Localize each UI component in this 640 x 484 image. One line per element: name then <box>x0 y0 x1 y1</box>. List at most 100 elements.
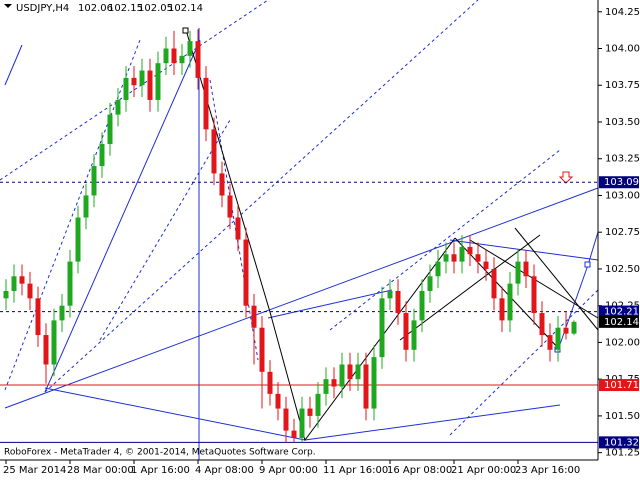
last-low: 102.05 <box>138 3 173 14</box>
candle-body <box>483 261 489 269</box>
candle-body <box>427 276 433 291</box>
symbol-title: USDJPY,H4 <box>16 3 69 14</box>
candle-body <box>491 268 497 299</box>
candle-body <box>251 305 257 328</box>
price-level-box <box>599 305 639 318</box>
candle-body <box>563 327 569 334</box>
candle-body <box>115 99 121 115</box>
y-tick-label: 104.25 <box>605 7 640 18</box>
candle-body <box>259 327 265 372</box>
candle-body <box>27 283 33 299</box>
candle-body <box>403 313 409 350</box>
candle-body <box>123 77 129 100</box>
candle-body <box>379 298 385 358</box>
levels <box>0 181 598 443</box>
y-tick-label: 101.25 <box>605 448 640 459</box>
candle-body <box>75 217 81 262</box>
wave-line <box>399 234 541 341</box>
candle-body <box>515 261 521 284</box>
candle-body <box>299 408 305 438</box>
candle-body <box>163 48 169 64</box>
candle-body <box>19 276 25 284</box>
x-tick-label: 4 Apr 08:00 <box>195 465 254 476</box>
candle-body <box>3 290 9 299</box>
candle-body <box>339 364 345 387</box>
candle-body <box>451 254 457 262</box>
candle-body <box>43 335 49 365</box>
axes: 104.25 104.00 103.75 103.50 103.25 103.00 102.… <box>3 7 640 476</box>
candle-body <box>347 364 353 380</box>
channel-line <box>329 149 561 331</box>
candle-body <box>35 298 41 336</box>
trend-line <box>304 404 561 441</box>
candle-body <box>67 261 73 306</box>
x-tick-label: 11 Apr 16:00 <box>323 465 388 476</box>
candle-body <box>99 144 105 167</box>
candle-body <box>419 290 425 321</box>
candle-body <box>355 364 361 380</box>
price-level-label: 102.14 <box>604 317 639 328</box>
candle-body <box>331 379 337 387</box>
y-tick-label: 102.00 <box>605 337 640 348</box>
x-tick-label: 25 Mar 2014 <box>3 465 66 476</box>
candle-body <box>507 283 513 321</box>
candle-body <box>267 371 273 394</box>
candle-body <box>139 70 145 86</box>
candle-body <box>131 77 137 86</box>
price-level-box <box>599 436 639 449</box>
candle-body <box>363 364 369 409</box>
candle-body <box>291 430 297 438</box>
y-tick-label: 102.75 <box>605 227 640 238</box>
copyright-footer: RoboForex - MetaTrader 4, © 2001-2014, M… <box>4 448 316 458</box>
candle-body <box>499 298 505 321</box>
candle-body <box>459 246 465 262</box>
candle-body <box>243 239 249 306</box>
candle-body <box>51 320 57 365</box>
candle-body <box>323 379 329 394</box>
candle-body <box>155 63 161 100</box>
candle-body <box>227 195 233 218</box>
candle-body <box>555 327 561 350</box>
point-marker <box>584 261 591 268</box>
x-tick-label: 28 Mar 00:00 <box>67 465 134 476</box>
header: USDJPY,H4 102.06 102.15 102.05 102.14 <box>4 3 203 14</box>
last-close: 102.14 <box>168 3 203 14</box>
channel-line <box>44 0 479 393</box>
wave-line <box>514 227 599 331</box>
candle-body <box>91 166 97 196</box>
candle-body <box>539 313 545 336</box>
trend-line <box>4 44 23 86</box>
y-tick-label: 103.50 <box>605 117 640 128</box>
down-arrow-icon <box>558 171 574 184</box>
trend-line <box>44 39 201 393</box>
x-tick-label: 23 Apr 16:00 <box>515 465 580 476</box>
channel-line <box>449 289 599 436</box>
price-level-label: 101.71 <box>604 380 639 391</box>
candle-body <box>467 246 473 255</box>
candle-body <box>395 290 401 314</box>
x-tick-label: 21 Apr 00:00 <box>451 465 516 476</box>
y-tick-label: 101.50 <box>605 411 640 422</box>
candle-body <box>219 173 225 196</box>
trend-line <box>267 289 393 319</box>
trend-line <box>44 387 306 441</box>
candle-body <box>179 55 185 64</box>
candle-body <box>147 70 153 100</box>
y-tick-label: 103.75 <box>605 80 640 91</box>
price-level-label: 102.21 <box>604 307 639 318</box>
price-level-label: 103.09 <box>604 177 639 188</box>
candle-body <box>411 320 417 350</box>
candles <box>3 29 577 443</box>
price-level-label: 101.32 <box>604 437 639 448</box>
candle-body <box>187 41 193 56</box>
last-open: 102.06 <box>78 3 113 14</box>
channel-line <box>99 119 231 341</box>
y-tick-label: 103.25 <box>605 154 640 165</box>
price-level-box <box>599 315 639 328</box>
candle-body <box>235 217 241 240</box>
candle-body <box>171 48 177 64</box>
candle-body <box>435 261 441 277</box>
y-tick-label: 104.00 <box>605 43 640 54</box>
x-tick-label: 1 Apr 16:00 <box>131 465 190 476</box>
